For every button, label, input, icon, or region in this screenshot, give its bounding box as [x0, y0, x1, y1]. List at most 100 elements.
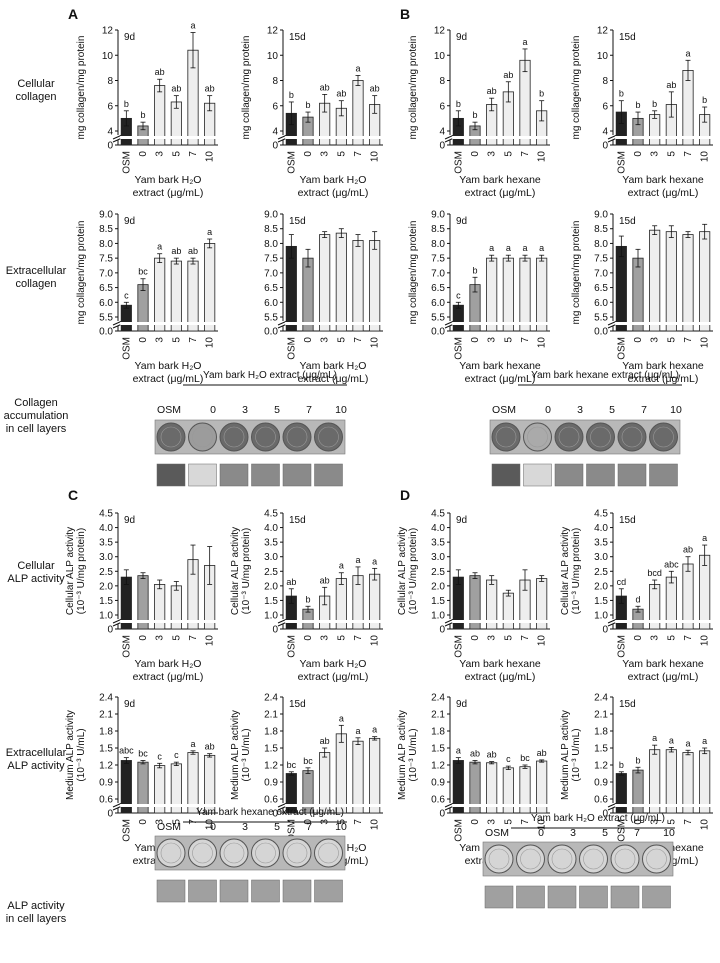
y-tick-label: 5.5: [431, 313, 445, 324]
panel-letter-c: C: [68, 487, 79, 503]
y-tick-label: 1.0: [594, 611, 608, 622]
bar-7: [682, 752, 694, 814]
y-tick-label: 0.6: [264, 795, 278, 806]
x-tick-label: 3: [155, 635, 166, 641]
x-tick-label: 0: [138, 337, 149, 343]
significance-letter: b: [472, 110, 477, 120]
x-tick-label: 5: [503, 337, 514, 343]
well-inner-ring: [583, 848, 604, 870]
axis-break-mask: [113, 135, 123, 140]
bar-break: [153, 322, 166, 325]
bar-break: [318, 804, 331, 807]
chart-title: 15d: [289, 216, 306, 227]
micrograph-tile: [617, 463, 647, 487]
y-tick-label: 10: [597, 51, 609, 62]
well-inner-ring: [551, 848, 573, 870]
y-tick-label: 4: [439, 127, 445, 138]
chart-d2: 0 1.0 1.5 2.0 2.5 3.0 3.5 4.0 4.5 15d Cellular ALP…: [560, 509, 713, 683]
y-axis-label: (10⁻³ U/mL): [571, 728, 582, 781]
x-tick-label: 0: [633, 337, 644, 343]
x-tick-label: 0: [470, 635, 481, 641]
bar-break: [518, 620, 532, 623]
significance-letter: bc: [138, 748, 148, 758]
bar-break: [681, 136, 695, 139]
bar-break: [452, 804, 465, 807]
y-tick-label: 6.5: [99, 283, 113, 294]
significance-letter: ab: [537, 748, 547, 758]
bar-osm: [615, 773, 627, 814]
bar-break: [203, 322, 216, 325]
bar-7: [682, 563, 694, 630]
significance-letter: cd: [617, 577, 627, 587]
x-tick-label: 0: [470, 151, 481, 157]
chart-title: 9d: [124, 515, 135, 526]
significance-letter: a: [489, 243, 494, 253]
x-tick-label: OSM: [616, 337, 627, 360]
x-tick-label: 7: [520, 151, 531, 157]
significance-letter: ab: [370, 84, 380, 94]
well-label: 5: [602, 827, 608, 839]
y-tick-label: 1.2: [431, 761, 445, 772]
significance-letter: b: [140, 110, 145, 120]
bar-break: [351, 804, 365, 807]
y-tick-label: 3.5: [99, 538, 113, 549]
chart-title: 15d: [619, 515, 636, 526]
x-tick-label: 3: [487, 337, 498, 343]
axis-break-mark: [444, 802, 455, 808]
y-tick-label: 8.0: [264, 239, 278, 250]
well-inner-ring: [286, 842, 308, 864]
row-label-extracellular-collagen: Extracellular collagen: [5, 265, 67, 290]
bar-break: [368, 136, 381, 139]
bar-5: [502, 592, 514, 630]
x-axis-label: Yam bark H₂O: [135, 174, 202, 186]
y-tick-label: 1.0: [264, 611, 278, 622]
y-tick-label: 2.0: [431, 581, 445, 592]
bar-break: [665, 136, 678, 139]
well-inner-ring: [192, 842, 213, 864]
y-tick-label: 8: [439, 76, 445, 87]
y-axis-label: Medium ALP activity: [560, 710, 571, 800]
axis-break-mark: [277, 618, 288, 624]
bar-break: [301, 136, 315, 139]
y-tick-label: 9.0: [264, 210, 278, 221]
y-axis-label: mg collagen/mg protein: [408, 221, 419, 325]
bar-break: [615, 322, 628, 325]
bar-break: [120, 620, 133, 623]
x-tick-label: 5: [336, 151, 347, 157]
y-tick-label: 2.0: [264, 581, 278, 592]
x-axis-label: Yam bark H₂O: [300, 360, 367, 372]
y-tick-label: 2.5: [99, 567, 113, 578]
axis-break-mask: [445, 803, 455, 808]
significance-letter: c: [456, 290, 461, 300]
x-tick-label: OSM: [286, 151, 297, 174]
significance-letter: a: [522, 37, 527, 47]
x-tick-label: 10: [700, 819, 711, 831]
significance-letter: d: [635, 594, 640, 604]
y-tick-label: 0: [439, 625, 445, 636]
bar-break: [203, 136, 216, 139]
x-tick-label: 10: [370, 819, 381, 831]
well-label: 5: [274, 821, 280, 833]
significance-letter: abc: [664, 559, 679, 569]
bar-7: [682, 234, 694, 332]
bar-break: [120, 804, 133, 807]
strip-header: Yam bark hexane extract (μg/mL): [531, 370, 679, 381]
well-inner-ring: [286, 426, 308, 448]
bar-break: [301, 620, 315, 623]
x-tick-label: 3: [487, 635, 498, 641]
x-axis-label: Yam bark hexane: [459, 360, 541, 372]
x-tick-label: 5: [171, 819, 182, 825]
chart-title: 9d: [456, 515, 467, 526]
chart-title: 9d: [456, 699, 467, 710]
significance-letter: c: [506, 754, 511, 764]
y-tick-label: 4.0: [594, 523, 608, 534]
chart-a1: 0 4 6 8 10 12 9d mg collagen/mg protein b OSM b 0 ab…: [76, 21, 218, 199]
x-tick-label: 10: [700, 151, 711, 163]
y-tick-label: 0.0: [99, 327, 113, 338]
bar-osm: [615, 245, 627, 332]
row-label-alp-layers: ALP activity in cell layers: [5, 900, 67, 925]
y-tick-label: 1.5: [99, 596, 113, 607]
bar-7: [352, 740, 364, 814]
chart-title: 9d: [456, 216, 467, 227]
y-tick-label: 4.5: [264, 509, 278, 520]
